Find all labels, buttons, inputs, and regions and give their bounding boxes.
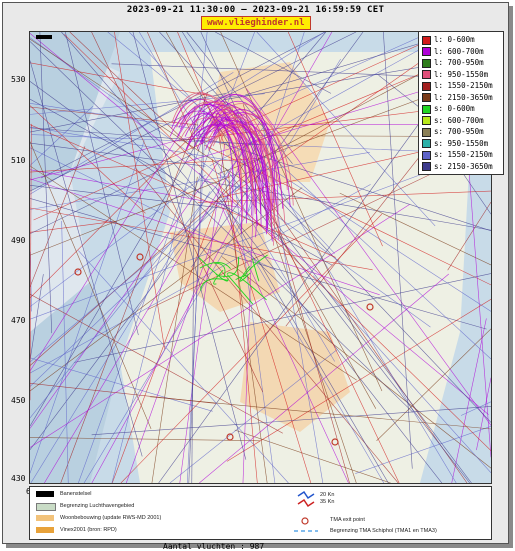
legend-item: s: 600-700m <box>422 116 484 127</box>
airport-boundary-swatch <box>36 503 56 511</box>
legend-label: s: 0-600m <box>434 104 475 113</box>
exit-point-label: TMA exit point <box>330 517 365 523</box>
legend-item: s: 0-600m <box>422 104 475 115</box>
legend-item: l: 0-600m <box>422 35 475 46</box>
housing-label: Woonbebouwing (update RWS-MD 2001) <box>60 515 161 521</box>
site-badge[interactable]: www.vlieghinder.nl <box>201 16 311 30</box>
y-tick-label: 470 <box>11 316 25 325</box>
legend-label: l: 2150-3650m <box>434 93 493 102</box>
wind-35-label: 35 Kn <box>320 499 334 505</box>
legend-swatch <box>422 47 431 56</box>
exit-point-icon <box>300 516 310 526</box>
legend-swatch <box>422 139 431 148</box>
legend-label: l: 600-700m <box>434 47 484 56</box>
legend-label: s: 950-1550m <box>434 139 488 148</box>
legend-item: l: 950-1550m <box>422 70 488 81</box>
time-range-title: 2023-09-21 11:30:00 – 2023-09-21 16:59:5… <box>3 5 508 15</box>
map-key: Banenstelsel Begrenzing Luchthavengebied… <box>29 486 492 540</box>
legend-item: l: 2150-3650m <box>422 93 493 104</box>
y-tick-label: 430 <box>11 474 25 483</box>
legend-item: s: 2150-3650m <box>422 162 493 173</box>
legend-item: l: 700-950m <box>422 58 484 69</box>
y-tick-label: 530 <box>11 75 25 84</box>
legend-item: s: 1550-2150m <box>422 150 493 161</box>
airport-boundary-label: Begrenzing Luchthavengebied <box>60 503 134 509</box>
runway-swatch <box>36 491 54 497</box>
vinex-label: Vinex2001 (bron: RPD) <box>60 527 117 533</box>
runway-label: Banenstelsel <box>60 491 92 497</box>
legend-swatch <box>422 162 431 171</box>
legend-swatch <box>422 70 431 79</box>
legend-item: s: 700-950m <box>422 127 484 138</box>
legend-swatch <box>422 82 431 91</box>
legend-item: l: 600-700m <box>422 47 484 58</box>
tma-boundary-label: Begrenzing TMA Schiphol (TMA1 en TMA3) <box>330 528 437 534</box>
housing-swatch <box>36 515 54 521</box>
legend-label: s: 2150-3650m <box>434 162 493 171</box>
altitude-legend: l: 0-600m l: 600-700m l: 700-950m l: 950-15… <box>418 31 504 175</box>
legend-swatch <box>422 116 431 125</box>
legend-label: s: 1550-2150m <box>434 150 493 159</box>
map-window: 2023-09-21 11:30:00 – 2023-09-21 16:59:5… <box>2 2 509 544</box>
y-tick-label: 450 <box>11 396 25 405</box>
legend-label: l: 700-950m <box>434 58 484 67</box>
legend-swatch <box>422 105 431 114</box>
legend-label: l: 950-1550m <box>434 70 488 79</box>
legend-label: l: 1550-2150m <box>434 81 493 90</box>
tma-boundary-icon <box>294 528 318 534</box>
legend-swatch <box>422 151 431 160</box>
legend-item: l: 1550-2150m <box>422 81 493 92</box>
wind-speed-icon <box>296 490 316 510</box>
legend-swatch <box>422 128 431 137</box>
legend-swatch <box>422 59 431 68</box>
vinex-swatch <box>36 527 54 533</box>
legend-label: s: 600-700m <box>434 116 484 125</box>
wind-25-label: 20 Kn <box>320 492 334 498</box>
y-tick-label: 490 <box>11 236 25 245</box>
wind-indicator <box>36 35 52 39</box>
legend-item: s: 950-1550m <box>422 139 488 150</box>
legend-swatch <box>422 93 431 102</box>
legend-swatch <box>422 36 431 45</box>
y-tick-label: 510 <box>11 156 25 165</box>
legend-label: l: 0-600m <box>434 35 475 44</box>
legend-label: s: 700-950m <box>434 127 484 136</box>
